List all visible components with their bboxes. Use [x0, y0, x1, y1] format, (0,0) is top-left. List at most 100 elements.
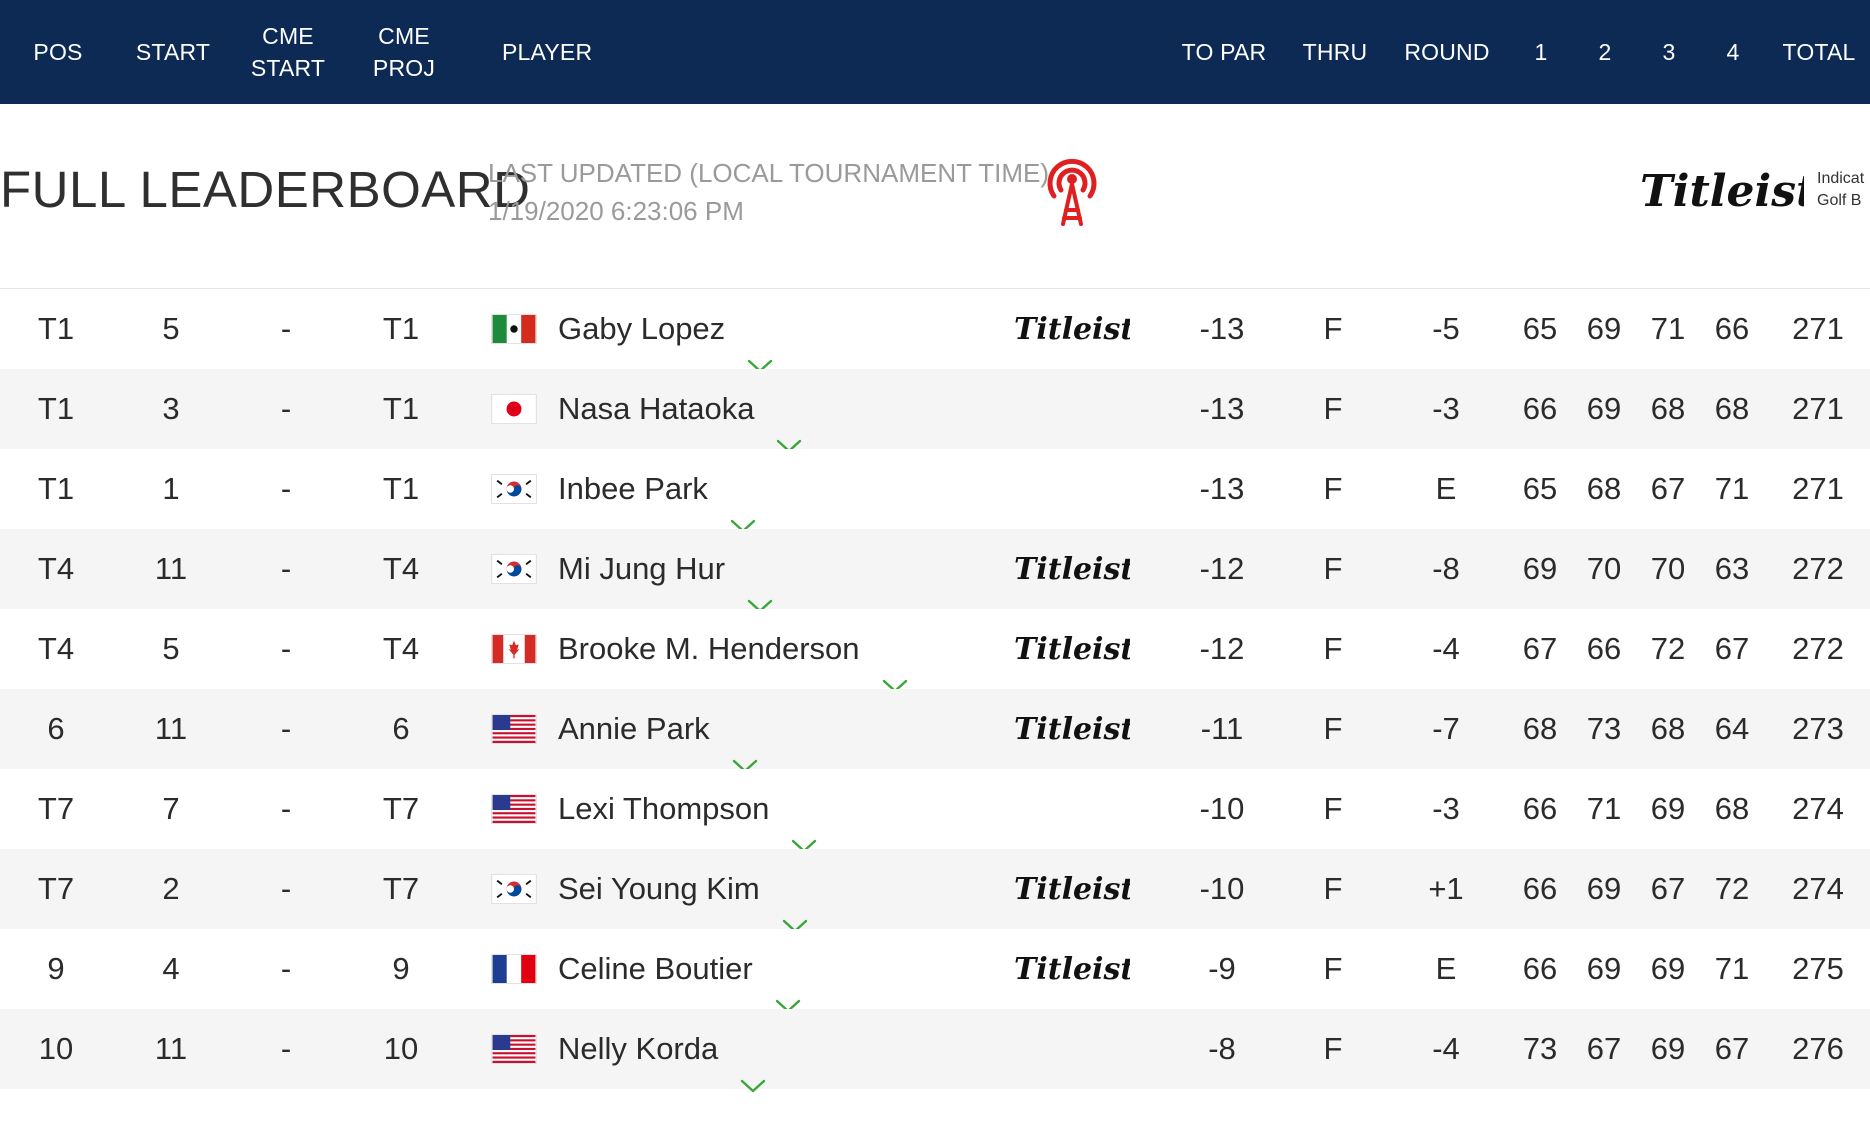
chevron-down-icon[interactable]	[747, 324, 773, 373]
player-name-link[interactable]: Nelly Korda	[558, 1009, 766, 1093]
player-name-link[interactable]: Nasa Hataoka	[558, 369, 802, 453]
start: 11	[154, 711, 188, 746]
table-row[interactable]: T4 5 - T4 -12 F -4 67 66 72 67 272 Brooke M. Henders…	[0, 609, 1870, 693]
start: 7	[162, 791, 180, 826]
table-row[interactable]: T7 7 - T7 -10 F -3 66 71 69 68 274 Lexi Thompson	[0, 769, 1870, 853]
position: T7	[37, 871, 75, 906]
round1-score: 66	[1522, 951, 1558, 986]
col-cme-proj[interactable]: CME PROJ	[372, 23, 436, 81]
round2-score: 69	[1586, 391, 1622, 426]
sponsor-note: Indicat Golf B	[1817, 170, 1865, 209]
svg-text:Titleist: Titleist	[1014, 312, 1130, 347]
round4-score: 67	[1714, 1031, 1750, 1066]
round-score: -3	[1432, 791, 1460, 826]
chevron-down-icon[interactable]	[730, 484, 756, 533]
player-name-link[interactable]: Lexi Thompson	[558, 769, 817, 853]
col-total[interactable]: TOTAL	[1782, 39, 1856, 65]
cme-proj: T1	[382, 311, 420, 346]
start: 5	[162, 311, 180, 346]
round3-score: 68	[1650, 391, 1686, 426]
cme-start: -	[280, 391, 292, 426]
table-row[interactable]: 9 4-9 -9 F E 66 69 69 71 275 Celine Boutier Titleis…	[0, 929, 1870, 1013]
start: 1	[162, 471, 180, 506]
col-r2[interactable]: 2	[1598, 39, 1612, 65]
chevron-down-icon[interactable]	[882, 644, 908, 693]
flag-korea-icon	[491, 874, 537, 904]
start: 3	[162, 391, 180, 426]
player-name-link[interactable]: Brooke M. Henderson	[558, 609, 908, 693]
player-name-link[interactable]: Annie Park	[558, 689, 758, 773]
player-name: Celine Boutier	[558, 951, 753, 986]
round4-score: 68	[1714, 791, 1750, 826]
col-start[interactable]: START	[135, 39, 211, 65]
to-par: -13	[1199, 471, 1245, 506]
chevron-down-icon[interactable]	[791, 804, 817, 853]
thru: F	[1323, 391, 1343, 426]
table-row[interactable]: T1 1 - T1 -13 F E 65 68 67 71 271 Inbee Park	[0, 449, 1870, 533]
table-row[interactable]: T1 3 - T1 -13 F -3 66 69 68 68 271 Nasa Hataoka	[0, 369, 1870, 453]
round1-score: 66	[1522, 791, 1558, 826]
chevron-down-icon[interactable]	[782, 884, 808, 933]
round-score: -4	[1432, 1031, 1460, 1066]
player-name: Lexi Thompson	[558, 791, 770, 826]
position: T4	[37, 631, 75, 666]
to-par: -13	[1199, 391, 1245, 426]
flag-usa-icon	[491, 714, 537, 744]
round3-score: 69	[1650, 1031, 1686, 1066]
start: 11	[154, 1031, 188, 1066]
last-updated-time: 1/19/2020 6:23:06 PM	[488, 196, 744, 226]
live-broadcast-icon[interactable]	[1041, 152, 1103, 228]
svg-text:Titleist: Titleist	[1014, 872, 1130, 907]
round-score: -8	[1432, 551, 1460, 586]
position: T7	[37, 791, 75, 826]
thru: F	[1323, 951, 1343, 986]
col-pos[interactable]: POS	[33, 39, 83, 65]
player-name: Nasa Hataoka	[558, 391, 755, 426]
player-name-link[interactable]: Gaby Lopez	[558, 289, 773, 373]
table-row[interactable]: T4 11 - T4 -12 F -8 69 70 70 63 272 Mi Jung Hur Title…	[0, 529, 1870, 613]
table-row[interactable]: T1 5 - T1 -13 F -5 65 69 71 66 271 Gaby Lopez Titleis…	[0, 289, 1870, 373]
col-thru[interactable]: THRU	[1302, 39, 1368, 65]
col-player[interactable]: PLAYER	[502, 39, 593, 65]
cme-proj: T4	[382, 631, 420, 666]
titleist-logo-icon: Titleist	[1012, 949, 1134, 989]
flag-japan-icon	[491, 394, 537, 424]
table-row[interactable]: 6 11 - 6 -11 F -7 68 73 68 64 273 Annie Park Titleist	[0, 689, 1870, 773]
flag-korea-icon	[491, 554, 537, 584]
round2-score: 69	[1586, 951, 1622, 986]
cme-start: -	[280, 711, 292, 746]
col-r3[interactable]: 3	[1662, 39, 1676, 65]
chevron-down-icon[interactable]	[747, 564, 773, 613]
last-updated: LAST UPDATED (LOCAL TOURNAMENT TIME) 1/1…	[488, 154, 1049, 230]
player-name: Gaby Lopez	[558, 311, 726, 346]
col-to-par[interactable]: TO PAR	[1181, 39, 1267, 65]
chevron-down-icon[interactable]	[776, 404, 802, 453]
total-score: 276	[1792, 1031, 1844, 1066]
player-name-link[interactable]: Mi Jung Hur	[558, 529, 773, 613]
col-cme-start[interactable]: CME START	[250, 23, 326, 81]
chevron-down-icon[interactable]	[775, 964, 801, 1013]
round2-score: 69	[1586, 871, 1622, 906]
col-r4[interactable]: 4	[1726, 39, 1740, 65]
chevron-down-icon[interactable]	[740, 1044, 766, 1093]
player-name-link[interactable]: Celine Boutier	[558, 929, 801, 1013]
total-score: 272	[1792, 631, 1844, 666]
col-round[interactable]: ROUND	[1404, 39, 1490, 65]
col-r1[interactable]: 1	[1534, 39, 1548, 65]
cme-start: -	[280, 871, 292, 906]
svg-text:Titleist: Titleist	[1014, 952, 1130, 987]
table-row[interactable]: 10 11 - 10 -8 F -4 73 67 69 67 276 Nelly Korda	[0, 1009, 1870, 1093]
round3-score: 71	[1650, 311, 1686, 346]
page-title: FULL LEADERBOARD	[0, 161, 531, 218]
player-name-link[interactable]: Inbee Park	[558, 449, 756, 533]
table-row[interactable]: T7 2 - T7 -10 F +1 66 69 67 72 274 Sei Young Kim Titl…	[0, 849, 1870, 933]
position: T1	[37, 311, 75, 346]
chevron-down-icon[interactable]	[732, 724, 758, 773]
to-par: -10	[1199, 791, 1245, 826]
round1-score: 66	[1522, 871, 1558, 906]
position: 6	[47, 711, 65, 746]
player-name-link[interactable]: Sei Young Kim	[558, 849, 808, 933]
player-name: Brooke M. Henderson	[558, 631, 860, 666]
position: T1	[37, 471, 75, 506]
svg-text:Titleist: Titleist	[1014, 712, 1130, 747]
